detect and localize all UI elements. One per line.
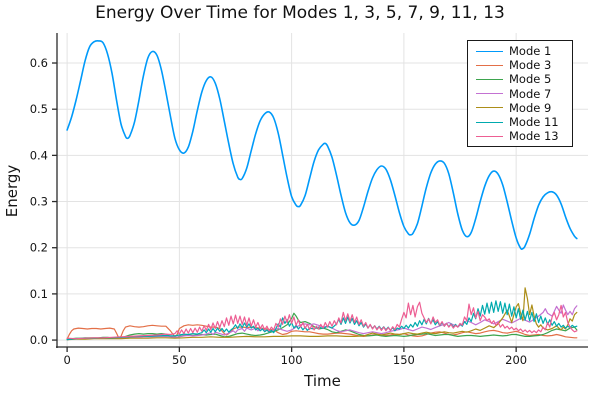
legend-label: Mode 9 (509, 100, 552, 115)
series-line-mode-9 (66, 287, 578, 341)
legend-line-sample (476, 107, 503, 109)
chart-title: Energy Over Time for Modes 1, 3, 5, 7, 9… (95, 3, 505, 23)
legend-item: Mode 13 (476, 129, 566, 143)
y-tick-label: 0.3 (30, 195, 48, 209)
series-lines (66, 40, 578, 341)
legend: Mode 1 Mode 3 Mode 5 Mode 7 Mode 9 Mode 11 Mod… (467, 40, 573, 148)
x-axis-label: Time (304, 372, 341, 390)
x-tick-label: 50 (172, 353, 187, 367)
axes (52, 33, 588, 352)
y-tick-label: 0.2 (30, 241, 48, 255)
legend-label: Mode 7 (509, 86, 552, 101)
legend-item: Mode 1 (476, 44, 566, 58)
legend-label: Mode 13 (509, 129, 559, 144)
y-tick-label: 0.0 (30, 333, 48, 347)
legend-label: Mode 5 (509, 72, 552, 87)
legend-line-sample (476, 121, 503, 123)
series-line-mode-13 (66, 301, 578, 340)
legend-line-sample (476, 50, 503, 52)
legend-item: Mode 5 (476, 72, 566, 86)
legend-label: Mode 3 (509, 58, 552, 73)
y-tick-label: 0.1 (30, 287, 48, 301)
y-tick-label: 0.6 (30, 56, 48, 70)
legend-item: Mode 3 (476, 58, 566, 72)
series-line-mode-1 (66, 40, 578, 251)
legend-item: Mode 9 (476, 101, 566, 115)
x-tick-label: 0 (63, 353, 70, 367)
y-tick-label: 0.4 (30, 148, 48, 162)
x-tick-label: 150 (393, 353, 415, 367)
legend-label: Mode 11 (509, 115, 559, 130)
legend-line-sample (476, 135, 503, 137)
legend-item: Mode 11 (476, 115, 566, 129)
legend-line-sample (476, 78, 503, 80)
tick-labels: 0 50 100 150 200 0.0 0.1 0.2 0.3 0.4 0.5 0.6 (30, 56, 527, 367)
series-line-mode-3 (66, 324, 578, 340)
legend-line-sample (476, 93, 503, 95)
legend-line-sample (476, 64, 503, 66)
legend-label: Mode 1 (509, 44, 552, 59)
y-tick-label: 0.5 (30, 102, 48, 116)
x-tick-label: 200 (505, 353, 527, 367)
legend-item: Mode 7 (476, 87, 566, 101)
x-tick-label: 100 (281, 353, 303, 367)
